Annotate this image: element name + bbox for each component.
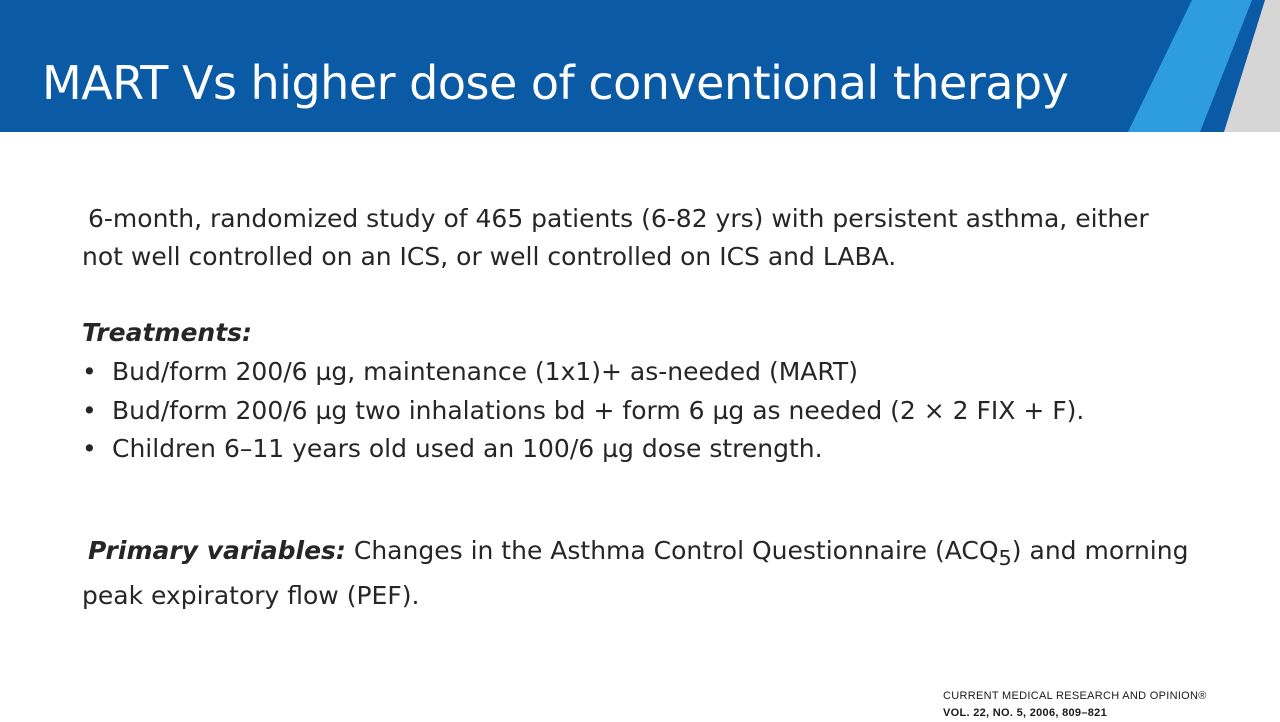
treatment-text: Children 6–11 years old used an 100/6 µg… — [112, 434, 823, 463]
study-description: 6-month, randomized study of 465 patient… — [82, 204, 1149, 271]
slide-title: MART Vs higher dose of conventional ther… — [42, 56, 1069, 110]
treatment-text: Bud/form 200/6 µg, maintenance (1x1)+ as… — [112, 357, 858, 386]
acq-subscript: 5 — [998, 546, 1012, 570]
title-banner: MART Vs higher dose of conventional ther… — [0, 0, 1280, 132]
primary-variables-text-before: Changes in the Asthma Control Questionna… — [345, 536, 999, 565]
list-item: • Bud/form 200/6 µg, maintenance (1x1)+ … — [82, 353, 1084, 392]
list-item: • Children 6–11 years old used an 100/6 … — [82, 430, 1084, 469]
banner-accent-stripes — [1128, 0, 1280, 132]
citation-volume: VOL. 22, NO. 5, 2006, 809–821 — [943, 707, 1108, 719]
treatment-text: Bud/form 200/6 µg two inhalations bd + f… — [112, 395, 1085, 425]
bullet-icon: • — [82, 357, 97, 386]
list-item: • Bud/form 200/6 µg two inhalations bd +… — [82, 392, 1084, 431]
citation: CURRENT MEDICAL RESEARCH AND OPINION® VO… — [943, 688, 1207, 722]
accent-stripe-light-blue — [1128, 0, 1252, 132]
accent-stripe-gray — [1224, 0, 1280, 132]
primary-variables-text-after: ) and morning peak expiratory flow (PEF)… — [82, 536, 1189, 610]
primary-variables-paragraph: Primary variables: Changes in the Asthma… — [82, 532, 1202, 615]
citation-journal: CURRENT MEDICAL RESEARCH AND OPINION® — [943, 690, 1207, 702]
bullet-icon: • — [82, 434, 97, 463]
treatments-heading: Treatments: — [82, 318, 253, 347]
bullet-icon: • — [82, 395, 97, 425]
treatments-list: • Bud/form 200/6 µg, maintenance (1x1)+ … — [82, 353, 1084, 469]
primary-variables-label: Primary variables: — [88, 536, 346, 565]
